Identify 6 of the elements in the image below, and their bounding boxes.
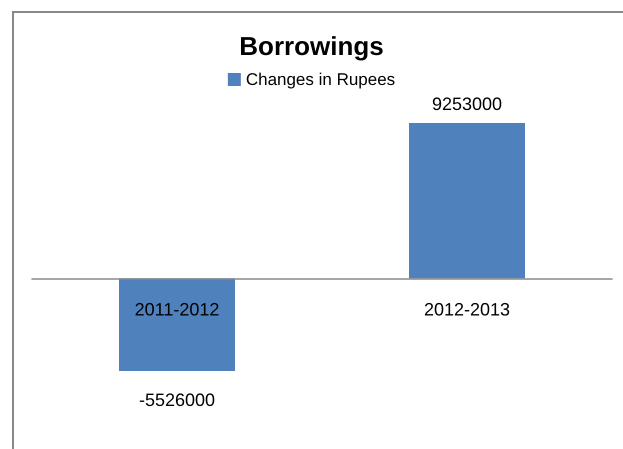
legend-label: Changes in Rupees (246, 70, 396, 89)
x-tick-label: 2011-2012 (134, 299, 220, 320)
chart-title: Borrowings (239, 31, 384, 61)
data-label: -5526000 (138, 390, 216, 410)
x-tick-label: 2012-2013 (424, 299, 510, 320)
data-label: 9253000 (432, 94, 502, 114)
